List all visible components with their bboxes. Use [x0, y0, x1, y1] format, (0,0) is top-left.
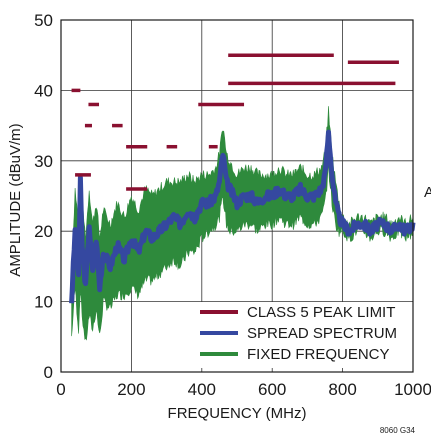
y-tick-label: 50	[34, 11, 53, 30]
y-tick-label: 0	[44, 363, 53, 382]
legend-label: SPREAD SPECTRUM	[247, 325, 397, 342]
legend-label: CLASS 5 PEAK LIMIT	[247, 304, 395, 321]
x-tick-labels: 0 200 400 600 800 1000	[56, 380, 431, 399]
cut-text-right: A	[424, 184, 431, 201]
x-tick-label: 0	[56, 380, 65, 399]
y-tick-label: 10	[34, 293, 53, 312]
x-tick-label: 1000	[394, 380, 431, 399]
y-tick-label: 30	[34, 152, 53, 171]
y-tick-labels: 0 10 20 30 40 50	[34, 11, 53, 382]
x-tick-label: 200	[117, 380, 145, 399]
x-tick-label: 400	[188, 380, 216, 399]
legend: CLASS 5 PEAK LIMIT SPREAD SPECTRUM FIXED F…	[196, 302, 410, 368]
y-tick-label: 20	[34, 222, 53, 241]
spread-spectrum-line	[69, 129, 416, 304]
x-axis-title: FREQUENCY (MHz)	[168, 405, 307, 422]
spread-spectrum-trace	[69, 129, 416, 304]
y-axis-title: AMPLITUDE (dBuV/m)	[7, 123, 24, 276]
y-tick-label: 40	[34, 81, 53, 100]
plot-frame	[60, 19, 414, 373]
figure-id: 8060 G34	[380, 426, 416, 435]
class5-peak-limit	[71, 53, 399, 191]
legend-label: FIXED FREQUENCY	[247, 346, 390, 363]
x-tick-label: 800	[328, 380, 356, 399]
x-tick-label: 600	[258, 380, 286, 399]
